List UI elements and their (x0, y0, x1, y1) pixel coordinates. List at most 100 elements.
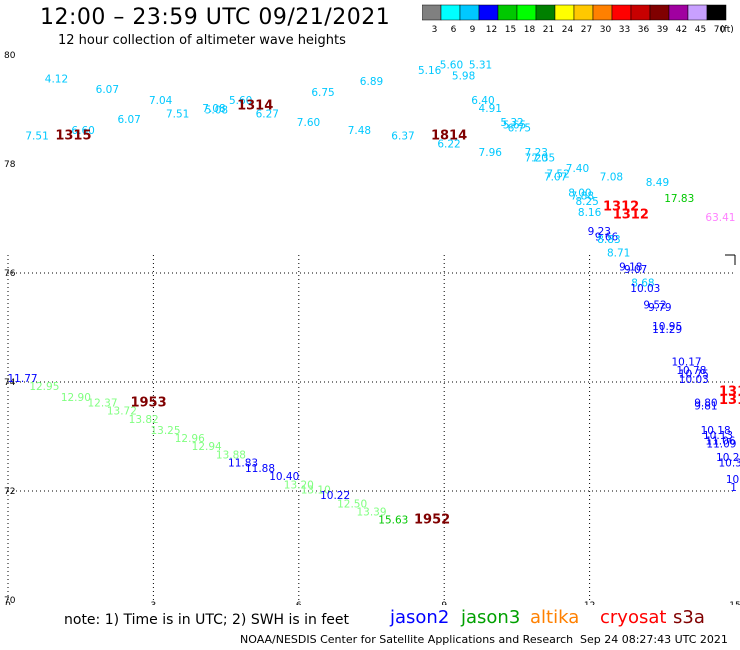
wave-height-label: 11.77 (8, 373, 38, 385)
y-tick-label: 78 (4, 160, 16, 170)
y-tick-label: 76 (4, 269, 16, 279)
wave-height-label: 6.40 (471, 95, 494, 107)
scale-tick-label: 45 (695, 25, 706, 34)
wave-height-label: 7.20 (525, 152, 548, 164)
pass-time-label: 1814 (431, 128, 467, 143)
wave-height-label: 6.27 (256, 109, 279, 121)
wave-height-label: 11.88 (245, 463, 275, 475)
wave-height-label: 7.88 (571, 190, 594, 202)
wave-height-label: 10.03 (630, 283, 660, 295)
wave-height-label: 6.07 (96, 84, 119, 96)
wave-height-label: 10.03 (679, 374, 709, 386)
pass-time-label: 1314 (237, 99, 273, 114)
wave-height-label: 6.60 (71, 125, 94, 137)
scale-tick-label: 6 (451, 25, 457, 34)
wave-height-label: 9.81 (694, 400, 717, 412)
legend-jason2: jason2 (390, 607, 450, 628)
wave-height-label: 8.25 (575, 196, 598, 208)
wave-height-label: 11.83 (228, 457, 258, 469)
wave-height-label: 13.72 (107, 406, 137, 418)
wave-height-label: 9.79 (648, 302, 671, 314)
pass-time-label: 1312 (613, 208, 649, 223)
wave-height-label: 13.25 (150, 425, 180, 437)
y-tick-label: 72 (4, 487, 15, 497)
wave-height-label: 6.75 (311, 87, 334, 99)
wave-height-label: 5.65 (503, 120, 526, 132)
wave-height-label: 5.31 (469, 60, 492, 72)
scale-tick-label: 3 (432, 25, 438, 34)
wave-height-label: 8.00 (568, 188, 591, 200)
wave-height-label: 9.07 (624, 264, 647, 276)
wave-height-label: 12.90 (61, 392, 91, 404)
legend-s3a: s3a (673, 607, 705, 628)
wave-height-label: 5.60 (440, 60, 463, 72)
pass-time-label: 1315 (55, 128, 91, 143)
wave-height-label: 4.12 (45, 73, 68, 85)
chart-plot: 707274767880036912154.126.077.047.085.08… (4, 51, 740, 605)
wave-height-label: 9.23 (588, 226, 611, 238)
wave-height-label: 6.89 (360, 76, 383, 88)
wave-height-label: 7.51 (25, 130, 48, 142)
footer-timestamp: Sep 24 08:27:43 UTC 2021 (580, 633, 728, 646)
wave-height-label: 10.78 (676, 365, 706, 377)
wave-height-label: 7.52 (546, 169, 569, 181)
wave-height-label: 12.37 (87, 398, 117, 410)
wave-height-label: 12.50 (337, 498, 367, 510)
wave-height-label: 8.16 (578, 207, 602, 219)
legend-jason3: jason3 (461, 607, 521, 628)
scale-tick-label: 24 (562, 25, 574, 34)
scale-tick-label: 30 (600, 25, 612, 34)
wave-height-label: 9.66 (595, 231, 619, 243)
wave-height-label: 12.95 (29, 381, 59, 393)
wave-height-label: 8.71 (607, 248, 630, 260)
wave-height-label: 7.60 (297, 117, 320, 129)
pass-time-label: 1312 (603, 199, 639, 214)
wave-height-label: 7.48 (348, 125, 371, 137)
y-tick-label: 80 (4, 51, 16, 61)
chart-title: 12:00 – 23:59 UTC 09/21/2021 (40, 5, 391, 30)
wave-height-label: 7.08 (600, 171, 623, 183)
wave-height-label: 10.95 (652, 321, 682, 333)
wave-height-label: 10.17 (672, 357, 702, 369)
wave-height-label: 9.52 (643, 299, 666, 311)
wave-height-label: 10.2 (716, 452, 739, 464)
wave-height-label: 15.63 (378, 515, 408, 527)
wave-height-label: 10.13 (703, 430, 733, 442)
wave-height-label: 13.82 (129, 414, 159, 426)
wave-height-label: 11.09 (706, 438, 736, 450)
wave-height-label: 10.40 (269, 471, 299, 483)
x-tick-label: 6 (296, 601, 302, 605)
wave-height-label: 9.18 (619, 261, 642, 273)
wave-height-label: 11.06 (705, 436, 735, 448)
wave-height-label: 6.07 (117, 114, 140, 126)
x-tick-label: 0 (5, 601, 11, 605)
wave-height-label: 7.35 (532, 152, 555, 164)
footer-note: note: 1) Time is in UTC; 2) SWH is in fe… (64, 612, 350, 628)
scale-tick-label: 27 (581, 25, 592, 34)
scale-tick-label: 15 (505, 25, 516, 34)
wave-height-label: 6.75 (508, 122, 531, 134)
wave-height-label: 7.96 (479, 147, 503, 159)
wave-height-label: 10.3 (718, 457, 740, 469)
wave-height-label: 13.39 (356, 507, 386, 519)
scale-tick-label: 9 (470, 25, 476, 34)
pass-time-label: 1953 (130, 396, 166, 411)
scale-tick-label: 36 (638, 25, 650, 34)
wave-height-label: 5.16 (418, 65, 442, 77)
wave-height-label: 13.20 (284, 479, 314, 491)
scale-tick-label: 12 (486, 25, 497, 34)
pass-time-label: 131 (719, 393, 740, 408)
wave-height-label: 13.88 (216, 449, 246, 461)
wave-height-label: 12.96 (175, 433, 205, 445)
wave-height-label: 7.40 (566, 163, 589, 175)
color-scale-legend: 3 6 9 12 15 18 21 24 27 30 33 36 39 42 45 70(ft) (422, 4, 734, 34)
wave-height-label: 10.75 (679, 369, 709, 381)
footer-credit: NOAA/NESDIS Center for Satellite Applica… (240, 633, 574, 646)
scale-tick-label: 39 (657, 25, 669, 34)
wave-height-label: 11.29 (652, 324, 682, 336)
wave-height-label: 5.08 (205, 104, 228, 116)
wave-height-label: 8.83 (597, 234, 620, 246)
scale-tick-label: 33 (619, 25, 630, 34)
wave-height-label: 63.41 (705, 212, 735, 224)
wave-height-label: 5.32 (500, 117, 523, 129)
